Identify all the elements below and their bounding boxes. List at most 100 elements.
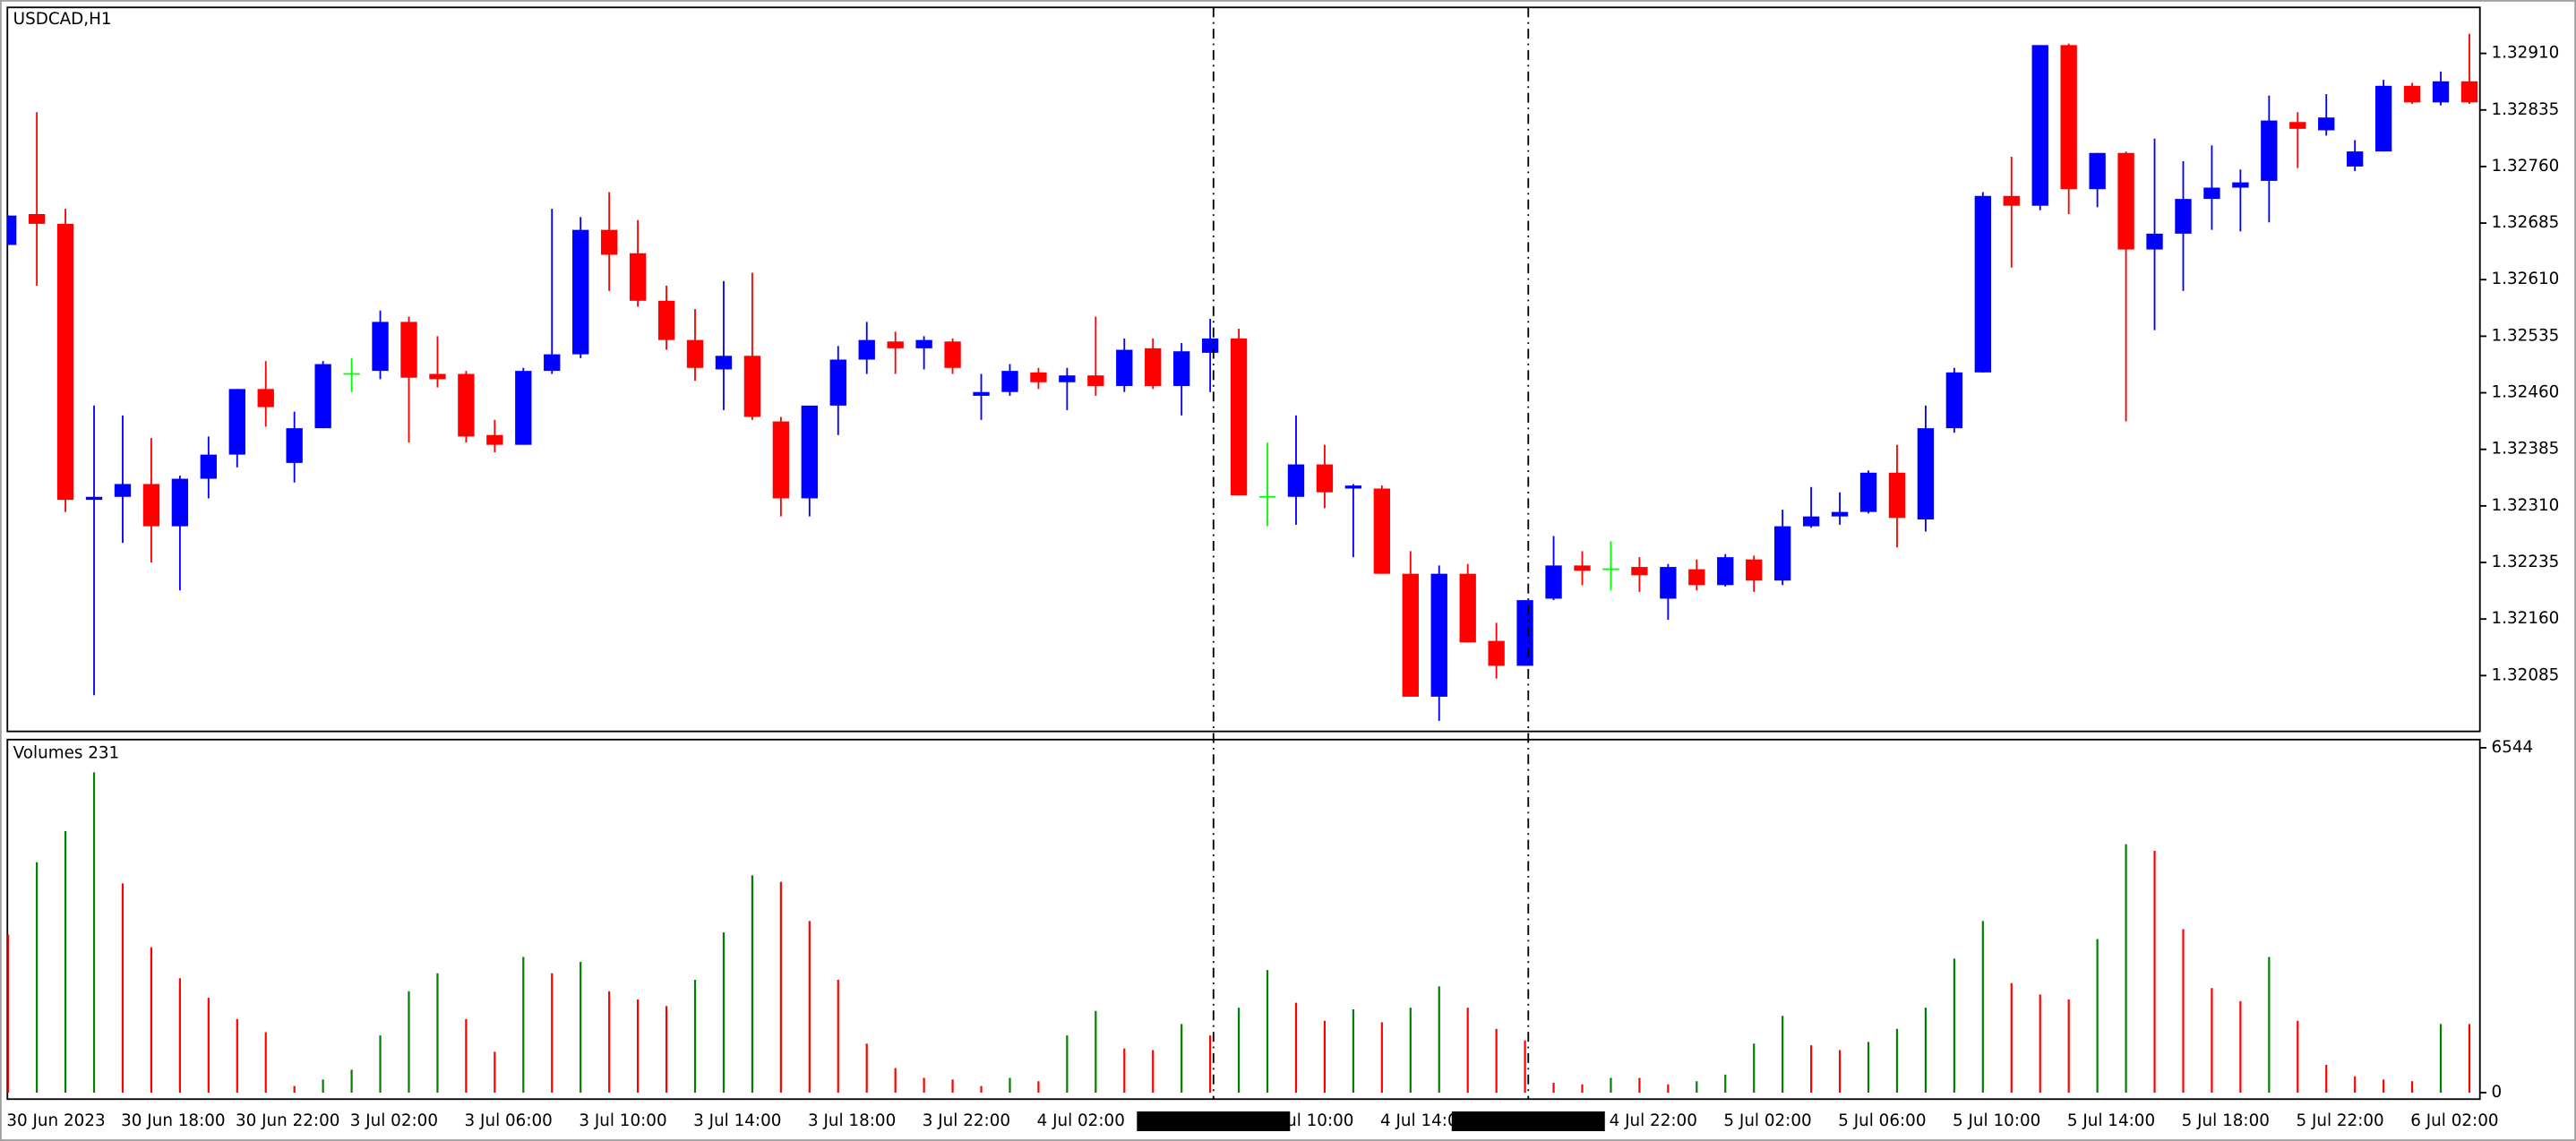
highlight-label-bg [1137, 1111, 1291, 1132]
candle-body [2031, 45, 2048, 206]
volume-tick-label: 6544 [2492, 738, 2534, 757]
candle-body [1802, 516, 1820, 527]
candle-body [372, 322, 389, 372]
x-tick-label: 5 Jul 22:00 [2296, 1111, 2383, 1130]
candle-body [600, 229, 618, 255]
candle-body [1087, 375, 1104, 386]
y-tick-label: 1.32535 [2492, 326, 2560, 345]
candle-body [1974, 195, 1991, 373]
candle-body [1459, 573, 1476, 643]
x-tick-label: 30 Jun 18:00 [121, 1111, 225, 1130]
x-tick-label: 3 Jul 22:00 [923, 1111, 1010, 1130]
candle-body [1574, 565, 1591, 571]
volume-bars [7, 772, 2471, 1093]
x-tick-label: 4 Jul 22:00 [1610, 1111, 1697, 1130]
y-tick-label: 1.32385 [2492, 440, 2560, 459]
candle-body [28, 213, 46, 224]
candle-body [1688, 569, 1705, 586]
candle-body [1631, 567, 1648, 576]
x-tick-label: 3 Jul 14:00 [693, 1111, 781, 1130]
axes: 1.32910 1.32835 1.32760 1.32685 1.32610 1.325… [6, 7, 2560, 1132]
candle-body [1660, 567, 1677, 599]
candle-body [1545, 565, 1562, 599]
x-tick-label: 3 Jul 10:00 [579, 1111, 666, 1130]
x-tick-label: 5 Jul 02:00 [1723, 1111, 1811, 1130]
x-tick-label: 6 Jul 02:00 [2410, 1111, 2498, 1130]
volume-tick-label: 0 [2492, 1083, 2503, 1102]
y-tick-label: 1.32610 [2492, 270, 2560, 288]
candle-body [2232, 182, 2249, 188]
x-tick-label: 4 Jul 02:00 [1037, 1111, 1125, 1130]
x-tick-label: 4 Jul 14:00 [1380, 1111, 1468, 1130]
candle-body [56, 223, 74, 501]
y-tick-label: 1.32160 [2492, 609, 2560, 628]
y-tick-label: 1.32085 [2492, 665, 2560, 684]
x-tick-label: 30 Jun 22:00 [236, 1111, 339, 1130]
x-tick-label: 5 Jul 06:00 [1838, 1111, 1926, 1130]
candle-body [257, 389, 274, 408]
x-tick-label: 30 Jun 2023 [6, 1111, 105, 1130]
candle-body [829, 359, 846, 406]
candle-body [515, 371, 532, 445]
candle-body [801, 405, 818, 499]
candle-body [1917, 428, 1935, 520]
candle-body [629, 253, 647, 301]
candle-body [286, 428, 303, 463]
candle-body [1344, 485, 1362, 489]
candle-body [772, 421, 790, 499]
candle-body [973, 391, 990, 396]
candle-body [1516, 600, 1533, 666]
y-tick-label: 1.32760 [2492, 157, 2560, 176]
candle-body [2347, 151, 2364, 167]
highlight-label-bg [1451, 1111, 1605, 1132]
y-tick-label: 1.32310 [2492, 496, 2560, 515]
volume-panel [6, 738, 2481, 1101]
candle-body [858, 339, 875, 360]
y-tick-label: 1.32235 [2492, 553, 2560, 571]
candle-body [1230, 338, 1248, 496]
candle-body [2460, 81, 2478, 103]
highlight-label: 2023.07.04 08:00 [1140, 1111, 1287, 1130]
candle-body [142, 484, 160, 527]
candle-body [1888, 472, 1906, 519]
candle-body [1116, 349, 1133, 386]
candle-body [2060, 45, 2077, 190]
candle-body [2374, 85, 2392, 152]
candle-body [944, 341, 961, 368]
candle-body [1030, 372, 1047, 382]
x-tick-label: 3 Jul 18:00 [808, 1111, 896, 1130]
candle-body [915, 339, 932, 348]
candle-body [1831, 511, 1849, 517]
candle-body [429, 373, 446, 380]
candle-body [200, 454, 218, 479]
candle-body [228, 389, 245, 455]
candle-body [1145, 347, 1162, 386]
candle-body [686, 339, 704, 368]
candles [7, 33, 2478, 721]
x-tick-label: 5 Jul 18:00 [2182, 1111, 2270, 1130]
candle-body [1402, 573, 1419, 697]
candle-body [1430, 573, 1447, 697]
candle-body [743, 356, 761, 417]
candle-body [2089, 152, 2106, 190]
x-tick-label: 5 Jul 10:00 [1953, 1111, 2040, 1130]
candle-body [2146, 233, 2163, 250]
candle-body [85, 496, 103, 501]
candle-body [486, 434, 503, 445]
highlight-label: 2023.07.04 19:00 [1455, 1111, 1601, 1130]
candle-body [572, 229, 589, 355]
candle-body [1173, 351, 1190, 386]
candle-body [1773, 526, 1791, 581]
y-tick-label: 1.32910 [2492, 44, 2560, 63]
candle-body [1945, 372, 1963, 429]
candle-body [400, 322, 417, 378]
candle-body [2432, 81, 2450, 103]
candle-body [1059, 375, 1076, 382]
candle-body [2117, 152, 2134, 250]
x-tick-label: 3 Jul 06:00 [465, 1111, 553, 1130]
candle-body [544, 354, 561, 372]
candle-body [1373, 488, 1391, 574]
candle-body [1859, 472, 1877, 512]
candle-body [2175, 199, 2192, 234]
